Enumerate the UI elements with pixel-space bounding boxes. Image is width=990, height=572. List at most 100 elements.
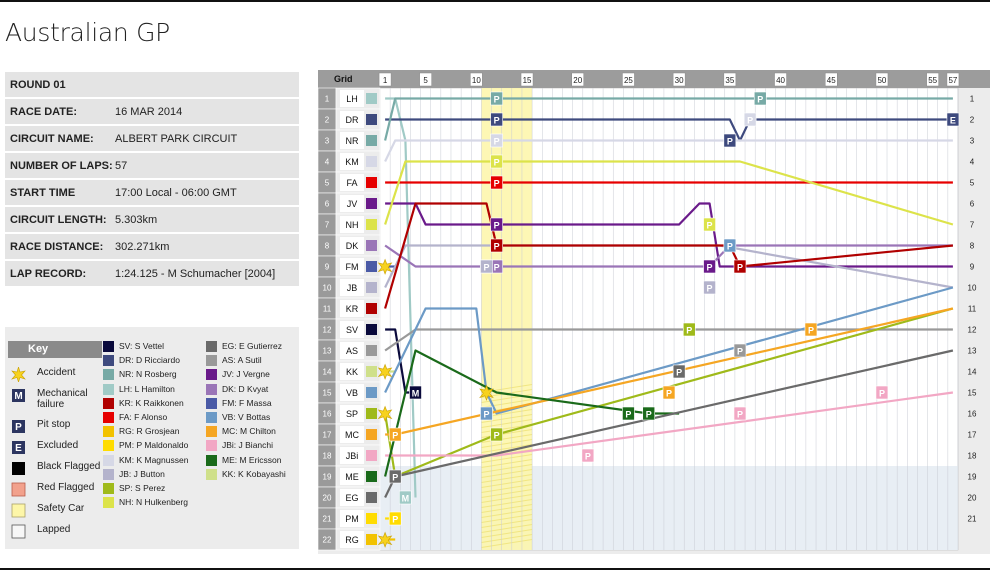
safety-car-hatch <box>481 514 533 523</box>
mechanical-failure-letter: M <box>412 389 420 399</box>
key-item-label: Accident <box>37 367 76 378</box>
driver-legend-label: LH: L Hamilton <box>119 383 175 394</box>
grid-driver-swatch <box>366 156 377 167</box>
series-line-me <box>384 349 680 477</box>
driver-legend-label: JV: J Vergne <box>222 369 270 380</box>
pit-stop-marker: P <box>490 238 503 253</box>
pit-stop-letter: P <box>757 95 763 105</box>
grid-driver-swatch <box>366 492 377 503</box>
final-position-label: 6 <box>970 200 975 209</box>
lap-tick-box <box>875 72 889 87</box>
pit-stop-letter: P <box>707 221 713 231</box>
driver-color-swatch <box>206 383 217 395</box>
pit-stop-marker: P <box>388 469 402 484</box>
pit-stop-letter: P <box>494 221 500 231</box>
lap-tick-label: 55 <box>928 76 937 85</box>
pit-stop-marker: P <box>490 133 503 148</box>
final-position-label: 9 <box>970 263 975 272</box>
pit-stop-marker: P <box>490 112 503 127</box>
driver-color-swatch <box>206 355 217 367</box>
safety-car-hatch <box>481 534 533 543</box>
final-position-label: 1 <box>970 95 975 104</box>
final-position-label: 7 <box>970 221 975 230</box>
chart-header-bar <box>318 70 990 88</box>
position-label: 14 <box>323 368 332 377</box>
grid-driver-swatch <box>366 345 377 356</box>
driver-code-box <box>340 531 364 548</box>
safety-car-hatch <box>481 529 533 538</box>
pit-stop-marker: P <box>733 406 747 421</box>
driver-legend-label: DK: D Kvyat <box>222 383 269 394</box>
safety-car-hatch <box>481 434 533 443</box>
info-value: 5.303km <box>115 214 158 226</box>
position-label: 7 <box>325 221 330 230</box>
pit-stop-icon <box>490 427 503 442</box>
safety-car-hatch <box>481 479 533 488</box>
pit-stop-icon <box>490 238 503 253</box>
pit-stop-icon: P <box>11 419 25 433</box>
driver-color-swatch <box>206 412 217 423</box>
pit-stop-letter: P <box>392 431 398 441</box>
safety-car-hatch <box>481 484 533 493</box>
driver-color-swatch <box>206 426 217 438</box>
driver-legend-label: AS: A Sutil <box>222 355 262 366</box>
excluded-icon: E <box>11 440 25 454</box>
lap-tick-label: 10 <box>472 76 481 85</box>
svg-text:P: P <box>15 422 22 433</box>
pit-stop-letter: P <box>483 410 489 420</box>
driver-color-swatch <box>206 454 217 466</box>
driver-color-swatch <box>103 426 114 438</box>
info-row: ROUND 01 <box>5 72 299 97</box>
pit-stop-letter: P <box>494 179 500 189</box>
lap-tick-label: 1 <box>383 76 388 85</box>
driver-legend-label: MC: M Chilton <box>222 426 276 437</box>
grid-driver-code: JV <box>347 199 358 209</box>
grid-driver-swatch <box>366 282 377 293</box>
final-position-label: 14 <box>968 368 977 377</box>
final-position-label: 3 <box>970 137 975 146</box>
key-item-label: Safety Car <box>37 503 85 514</box>
grid-driver-swatch <box>366 387 377 398</box>
position-label: 9 <box>325 263 330 272</box>
position-label: 22 <box>323 536 332 545</box>
lap-tick-label: 15 <box>523 76 532 85</box>
pit-stop-icon <box>642 406 656 421</box>
lap-tick-box <box>824 72 838 87</box>
mechanical-failure-marker: M <box>399 490 412 505</box>
accident-marker <box>377 531 393 548</box>
black-flag-icon <box>11 461 25 475</box>
pit-stop-letter: P <box>727 242 733 252</box>
safety-car-hatch <box>481 499 533 508</box>
pit-stop-marker: P <box>622 406 635 421</box>
mechanical-failure-icon <box>409 385 422 400</box>
lap-tick-label: 35 <box>725 76 734 85</box>
driver-legend-label: FA: F Alonso <box>119 412 168 422</box>
info-row: LAP RECORD: 1:24.125 - M Schumacher [2004… <box>5 261 299 286</box>
lap-tick-box <box>672 72 686 87</box>
grid-driver-swatch <box>366 513 377 524</box>
pit-stop-marker: P <box>703 217 716 232</box>
grid-driver-code: KK <box>346 367 358 377</box>
lap-tick-label: 50 <box>877 76 886 85</box>
info-value: 57 <box>115 160 128 172</box>
series-line-nr <box>384 97 953 141</box>
grid-driver-swatch <box>366 219 377 230</box>
pit-stop-icon <box>682 322 696 337</box>
pit-stop-letter: P <box>494 263 500 273</box>
driver-legend-label: KR: K Raikkonen <box>119 397 184 408</box>
accident-icon <box>377 258 393 275</box>
driver-legend-label: PM: P Maldonaldo <box>119 440 189 451</box>
pit-stop-icon <box>662 385 676 400</box>
position-label: 19 <box>323 473 332 482</box>
final-position-label: 13 <box>968 347 977 356</box>
safety-car-hatch <box>481 464 533 473</box>
red-flag-icon <box>11 482 26 497</box>
driver-legend-label: EG: E Gutierrez <box>222 341 282 351</box>
driver-legend-label: FM: F Massa <box>222 397 272 408</box>
pit-stop-icon <box>480 406 493 421</box>
key-item-label: Excluded <box>37 440 79 451</box>
accident-icon <box>377 363 393 380</box>
info-label: NUMBER OF LAPS: <box>10 160 113 172</box>
final-position-label: 20 <box>968 494 977 503</box>
grid-driver-code: NH <box>346 220 359 230</box>
